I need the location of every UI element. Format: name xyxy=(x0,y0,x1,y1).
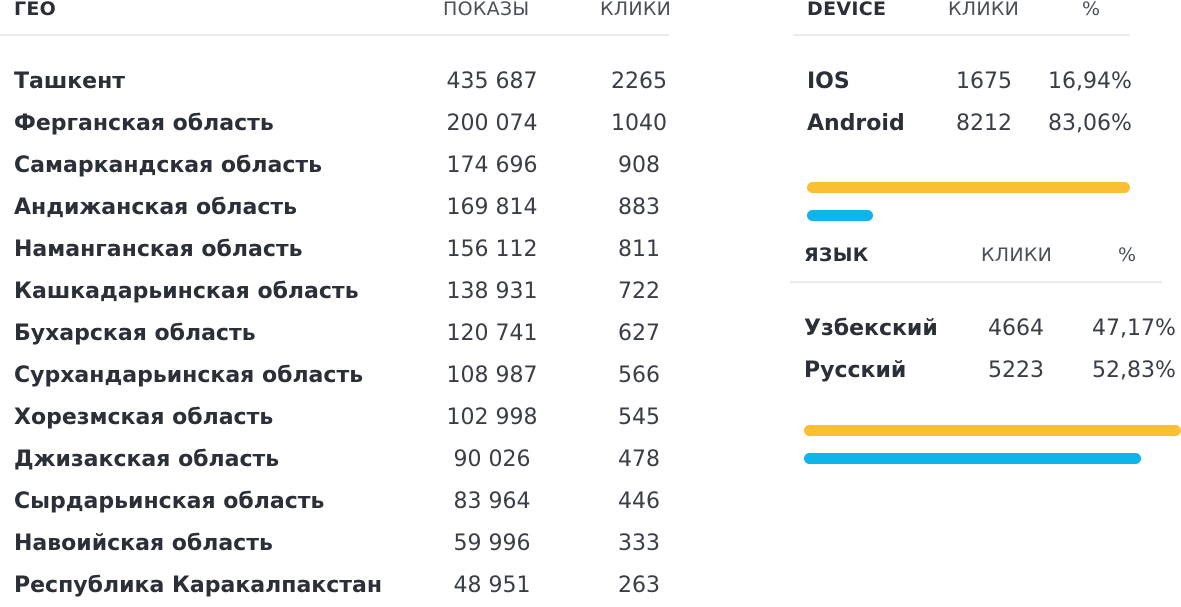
geo-header-divider xyxy=(0,34,669,36)
language-clicks: 4664 xyxy=(988,316,1044,341)
geo-region-name: Кашкадарьинская область xyxy=(14,279,359,304)
geo-impressions: 138 931 xyxy=(446,279,538,304)
geo-region-name: Хорезмская область xyxy=(14,405,274,430)
geo-row: Кашкадарьинская область 138 931 722 xyxy=(0,271,680,313)
geo-header-impressions: ПОКАЗЫ xyxy=(443,0,530,20)
geo-impressions: 120 741 xyxy=(446,321,538,346)
geo-region-name: Сырдарьинская область xyxy=(14,489,325,514)
device-header-percent: % xyxy=(1082,0,1101,20)
geo-row: Джизакская область 90 026 478 xyxy=(0,439,680,481)
device-clicks: 8212 xyxy=(956,111,1012,136)
geo-header-name: ГЕО xyxy=(14,0,57,20)
device-android-share-bar xyxy=(807,182,1130,193)
device-percent: 83,06% xyxy=(1048,111,1132,136)
geo-clicks: 478 xyxy=(618,447,660,472)
language-header-clicks: КЛИКИ xyxy=(981,244,1053,266)
geo-row: Самаркандская область 174 696 908 xyxy=(0,145,680,187)
geo-row: Ферганская область 200 074 1040 xyxy=(0,103,680,145)
device-row: IOS 1675 16,94% xyxy=(0,61,1181,103)
geo-impressions: 102 998 xyxy=(446,405,538,430)
geo-region-name: Андижанская область xyxy=(14,195,298,220)
geo-impressions: 83 964 xyxy=(453,489,531,514)
geo-clicks: 2265 xyxy=(611,69,667,94)
device-header-name: DEVICE xyxy=(807,0,887,20)
geo-clicks: 883 xyxy=(618,195,660,220)
device-clicks: 1675 xyxy=(956,69,1012,94)
geo-impressions: 90 026 xyxy=(453,447,531,472)
language-percent: 52,83% xyxy=(1092,358,1176,383)
language-name: Русский xyxy=(804,358,907,383)
geo-row: Бухарская область 120 741 627 xyxy=(0,313,680,355)
geo-list: Ташкент 435 687 2265 Ферганская область 200 … xyxy=(0,61,680,607)
geo-clicks: 722 xyxy=(618,279,660,304)
device-name: Android xyxy=(807,111,905,136)
geo-region-name: Наманганская область xyxy=(14,237,303,262)
geo-region-name: Бухарская область xyxy=(14,321,256,346)
geo-impressions: 156 112 xyxy=(446,237,538,262)
device-row: Android 8212 83,06% xyxy=(0,103,1181,145)
geo-impressions: 174 696 xyxy=(446,153,538,178)
device-name: IOS xyxy=(807,69,850,94)
geo-impressions: 169 814 xyxy=(446,195,538,220)
geo-impressions: 435 687 xyxy=(446,69,538,94)
language-header-divider xyxy=(790,281,1162,283)
language-name: Узбекский xyxy=(804,316,938,341)
geo-row: Хорезмская область 102 998 545 xyxy=(0,397,680,439)
geo-region-name: Джизакская область xyxy=(14,447,280,472)
geo-clicks: 263 xyxy=(618,573,660,598)
language-header-name: ЯЗЫК xyxy=(804,244,869,266)
geo-clicks: 545 xyxy=(618,405,660,430)
geo-region-name: Ташкент xyxy=(14,69,126,94)
language-row: Узбекский 4664 47,17% xyxy=(0,308,1181,350)
geo-row: Ташкент 435 687 2265 xyxy=(0,61,680,103)
geo-clicks: 566 xyxy=(618,363,660,388)
geo-row: Наманганская область 156 112 811 xyxy=(0,229,680,271)
geo-impressions: 200 074 xyxy=(446,111,538,136)
geo-header-clicks: КЛИКИ xyxy=(600,0,672,20)
geo-row: Республика Каракалпакстан 48 951 263 xyxy=(0,565,680,607)
geo-clicks: 811 xyxy=(618,237,660,262)
language-russian-share-bar xyxy=(804,425,1181,436)
device-percent: 16,94% xyxy=(1048,69,1132,94)
geo-clicks: 908 xyxy=(618,153,660,178)
geo-region-name: Навоийская область xyxy=(14,531,273,556)
device-ios-share-bar xyxy=(807,210,873,221)
geo-row: Андижанская область 169 814 883 xyxy=(0,187,680,229)
geo-clicks: 446 xyxy=(618,489,660,514)
device-header-clicks: КЛИКИ xyxy=(948,0,1020,20)
geo-region-name: Сурхандарьинская область xyxy=(14,363,364,388)
geo-clicks: 627 xyxy=(618,321,660,346)
device-header-divider xyxy=(793,34,1130,36)
geo-impressions: 48 951 xyxy=(453,573,531,598)
geo-region-name: Самаркандская область xyxy=(14,153,323,178)
language-clicks: 5223 xyxy=(988,358,1044,383)
geo-clicks: 1040 xyxy=(611,111,667,136)
geo-impressions: 59 996 xyxy=(453,531,531,556)
geo-row: Навоийская область 59 996 333 xyxy=(0,523,680,565)
language-header-percent: % xyxy=(1118,244,1137,266)
geo-impressions: 108 987 xyxy=(446,363,538,388)
language-row: Русский 5223 52,83% xyxy=(0,350,1181,392)
language-uzbek-share-bar xyxy=(804,453,1141,464)
geo-region-name: Ферганская область xyxy=(14,111,274,136)
geo-region-name: Республика Каракалпакстан xyxy=(14,573,383,598)
geo-row: Сурхандарьинская область 108 987 566 xyxy=(0,355,680,397)
language-percent: 47,17% xyxy=(1092,316,1176,341)
geo-clicks: 333 xyxy=(618,531,660,556)
geo-row: Сырдарьинская область 83 964 446 xyxy=(0,481,680,523)
